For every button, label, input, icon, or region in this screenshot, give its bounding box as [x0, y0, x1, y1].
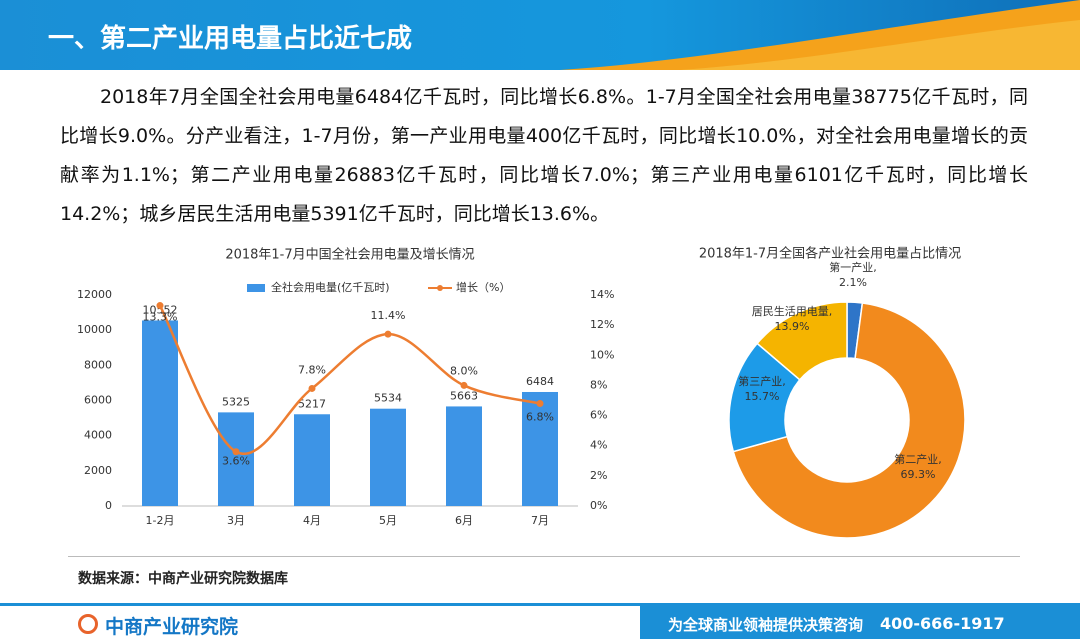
- x-tick-label: 5月: [379, 514, 397, 527]
- slice-value-label: 2.1%: [839, 276, 867, 289]
- slogan: 为全球商业领袖提供决策咨询: [668, 616, 864, 634]
- source-note: 数据来源：中商产业研究院数据库: [78, 571, 288, 587]
- bar: [446, 406, 482, 506]
- slice-category: 第一产业,: [829, 260, 877, 274]
- legend-swatch: [247, 284, 265, 292]
- x-tick-label: 1-2月: [146, 514, 175, 527]
- x-tick-label: 4月: [303, 514, 321, 527]
- legend-label: 增长（%）: [456, 280, 510, 294]
- slice-category: 第二产业,: [894, 452, 942, 466]
- y-tick-label: 8000: [84, 358, 112, 371]
- y-tick-label: 2000: [84, 464, 112, 477]
- y-tick-label: 12000: [77, 288, 112, 301]
- bar-value-label: 5663: [450, 389, 478, 402]
- y2-tick-label: 2%: [590, 469, 607, 482]
- bar-value-label: 5325: [222, 395, 250, 408]
- y2-tick-label: 10%: [590, 348, 614, 361]
- bar-value-label: 10552: [143, 303, 178, 316]
- bar-value-label: 5534: [374, 392, 402, 405]
- phone: 400-666-1917: [880, 614, 1005, 633]
- slice-category: 居民生活用电量,: [752, 304, 833, 318]
- line-point: [232, 448, 240, 456]
- y2-tick-label: 14%: [590, 288, 614, 301]
- line-value-label: 11.4%: [371, 309, 406, 322]
- y2-tick-label: 4%: [590, 439, 607, 452]
- bar-value-label: 5217: [298, 397, 326, 410]
- divider: [68, 556, 1020, 557]
- line-point: [536, 400, 544, 408]
- line-point: [308, 384, 316, 392]
- line-value-label: 3.6%: [222, 455, 250, 468]
- y2-tick-label: 6%: [590, 409, 607, 422]
- y2-tick-label: 8%: [590, 378, 607, 391]
- footer-band: 为全球商业领袖提供决策咨询 400-666-1917: [640, 606, 1080, 639]
- line-value-label: 13.3%: [143, 311, 178, 324]
- x-tick-label: 3月: [227, 514, 245, 527]
- bar: [218, 412, 254, 506]
- y-tick-label: 10000: [77, 323, 112, 336]
- slice-value-label: 15.7%: [745, 390, 780, 403]
- header-swoosh: [560, 0, 1080, 70]
- bar: [142, 320, 178, 506]
- slice-value-label: 69.3%: [901, 468, 936, 481]
- x-tick-label: 6月: [455, 514, 473, 527]
- line-point: [460, 381, 468, 389]
- footer: 中商产业研究院 为全球商业领袖提供决策咨询 400-666-1917: [0, 603, 1080, 639]
- legend-dot: [437, 285, 443, 291]
- bar: [370, 408, 406, 506]
- logo-icon: [78, 614, 98, 634]
- charts: 2018年1-7月中国全社会用电量及增长情况 0 2000 4000 6000 8000 1…: [77, 246, 966, 539]
- header-title: 一、第二产业用电量占比近七成: [48, 24, 413, 54]
- bar: [522, 391, 558, 506]
- slice-category: 第三产业,: [738, 374, 786, 388]
- donut-slice: [756, 301, 848, 381]
- line-point: [156, 302, 164, 310]
- line-value-label: 8.0%: [450, 364, 478, 377]
- line-value-label: 7.8%: [298, 363, 326, 376]
- y2-tick-label: 0%: [590, 499, 607, 512]
- y-tick-label: 4000: [84, 429, 112, 442]
- bar: [294, 414, 330, 506]
- growth-line: [158, 304, 541, 456]
- line-value-label: 6.8%: [526, 411, 554, 424]
- paragraph: 2018年7月全国全社会用电量6484亿千瓦时，同比增长6.8%。1-7月全国全…: [60, 86, 1028, 225]
- donut-slice: [732, 302, 966, 539]
- header-band: 一、第二产业用电量占比近七成: [0, 0, 1080, 70]
- y-tick-label: 0: [105, 499, 112, 512]
- logo-text: 中商产业研究院: [105, 616, 239, 638]
- line-point: [384, 330, 392, 338]
- bar-value-label: 6484: [526, 375, 554, 388]
- chart-title: 2018年1-7月全国各产业社会用电量占比情况: [699, 246, 961, 262]
- slice-value-label: 13.9%: [775, 320, 810, 333]
- x-tick-label: 7月: [531, 514, 549, 527]
- legend-label: 全社会用电量(亿千瓦时): [271, 280, 390, 294]
- y2-tick-label: 12%: [590, 318, 614, 331]
- y-tick-label: 6000: [84, 394, 112, 407]
- chart-title: 2018年1-7月中国全社会用电量及增长情况: [225, 247, 474, 263]
